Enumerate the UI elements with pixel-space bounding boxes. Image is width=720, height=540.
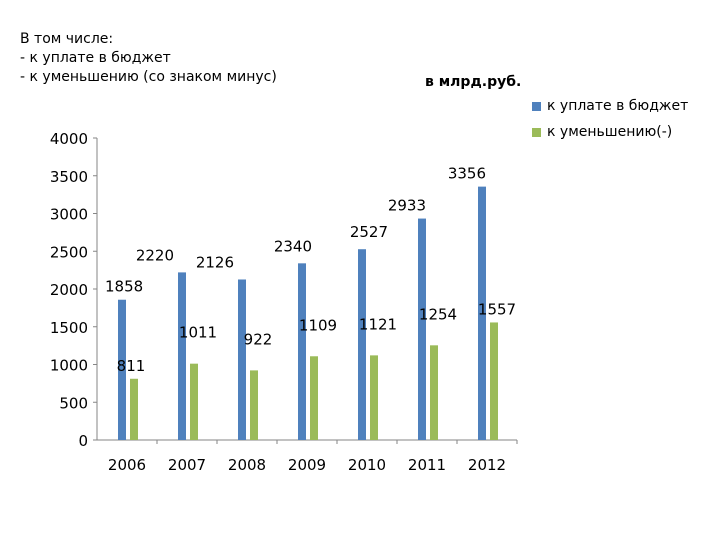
y-tick-label: 1000 [50, 357, 88, 375]
legend: к уплате в бюджет к уменьшению(-) [532, 93, 688, 145]
y-tick-label: 2500 [50, 243, 88, 261]
data-label-decrease: 1011 [179, 324, 217, 342]
data-label-budget: 2933 [388, 197, 426, 215]
data-label-budget: 2220 [136, 246, 174, 264]
bar-budget [298, 263, 306, 440]
y-tick-label: 1500 [50, 319, 88, 337]
x-tick-label: 2011 [408, 456, 446, 474]
data-label-budget: 2126 [196, 253, 234, 271]
bar-decrease [190, 363, 198, 440]
data-label-budget: 2527 [350, 223, 388, 241]
bar-decrease [370, 355, 378, 440]
x-tick-label: 2006 [108, 456, 146, 474]
legend-swatch-decrease [532, 127, 541, 137]
data-label-decrease: 1109 [299, 316, 337, 334]
bar-budget [118, 299, 126, 440]
bar-budget [478, 186, 486, 440]
y-tick-label: 0 [78, 432, 88, 450]
y-tick-label: 4000 [50, 130, 88, 148]
data-label-decrease: 922 [244, 330, 273, 348]
bar-decrease [310, 356, 318, 440]
legend-label-budget: к уплате в бюджет [547, 98, 689, 114]
bar-decrease [130, 378, 138, 440]
bar-budget [358, 249, 366, 440]
note-line-3: - к уменьшению (со знаком минус) [20, 69, 277, 85]
chart-note: В том числе: - к уплате в бюджет - к уме… [20, 30, 277, 87]
x-tick-label: 2010 [348, 456, 386, 474]
legend-item-budget: к уплате в бюджет [532, 93, 688, 119]
note-line-1: В том числе: [20, 31, 114, 47]
y-tick-label: 3000 [50, 206, 88, 224]
x-tick-label: 2008 [228, 456, 266, 474]
bar-budget [178, 272, 186, 440]
x-tick-label: 2007 [168, 456, 206, 474]
legend-swatch-budget [532, 101, 541, 111]
data-label-budget: 3356 [448, 165, 486, 183]
bar-decrease [430, 345, 438, 440]
x-tick-label: 2009 [288, 456, 326, 474]
bar-decrease [250, 370, 258, 440]
data-label-decrease: 1254 [419, 305, 457, 323]
legend-label-decrease: к уменьшению(-) [547, 124, 673, 140]
data-label-decrease: 811 [117, 357, 146, 375]
note-line-2: - к уплате в бюджет [20, 50, 171, 66]
data-label-budget: 1858 [105, 278, 143, 296]
bar-budget [238, 279, 246, 440]
x-tick-label: 2012 [468, 456, 506, 474]
unit-label: в млрд.руб. [425, 74, 522, 90]
y-tick-label: 2000 [50, 281, 88, 299]
data-label-budget: 2340 [274, 237, 312, 255]
y-tick-label: 500 [59, 394, 88, 412]
bar-budget [418, 218, 426, 440]
data-label-decrease: 1121 [359, 315, 397, 333]
data-label-decrease: 1557 [478, 300, 516, 318]
y-tick-label: 3500 [50, 168, 88, 186]
legend-item-decrease: к уменьшению(-) [532, 119, 688, 145]
bar-decrease [490, 322, 498, 440]
